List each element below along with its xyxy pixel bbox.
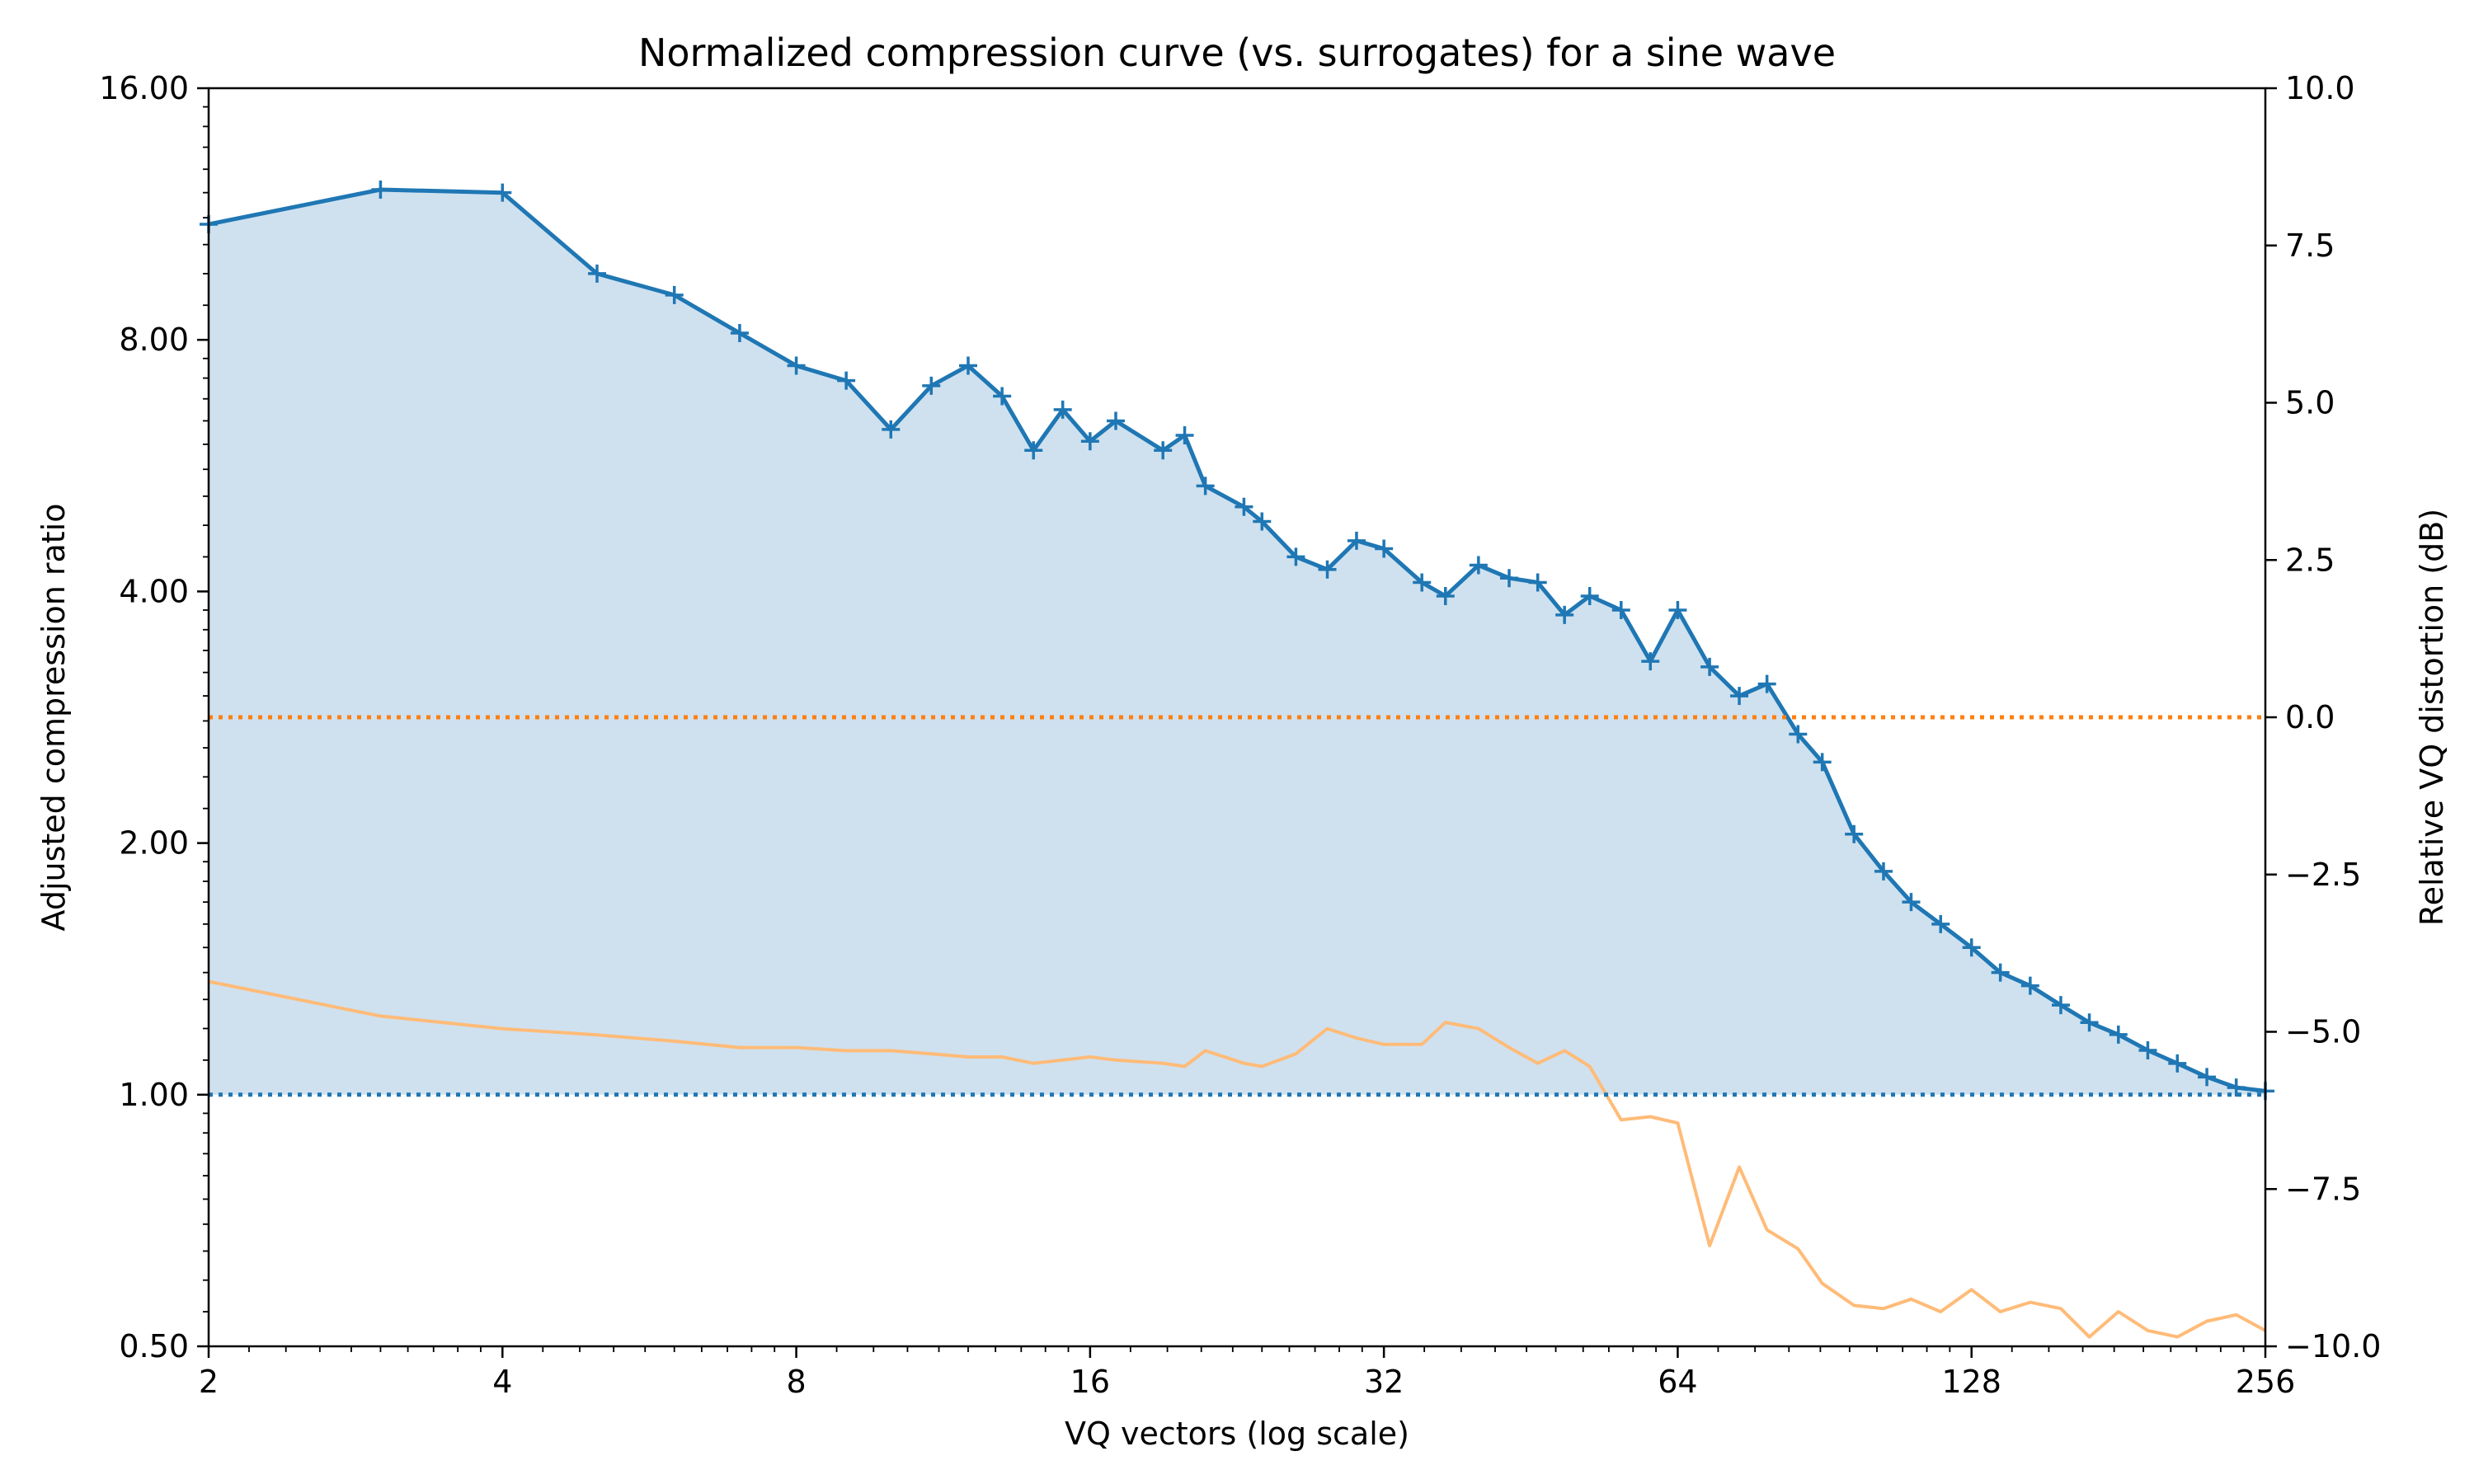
series-0-point: [1962, 938, 1981, 957]
y-tick-label: 16.00: [99, 70, 189, 106]
y2-tick-label: 7.5: [2285, 228, 2335, 264]
series-0-point: [1469, 556, 1488, 575]
series-0-point: [1107, 411, 1126, 430]
plot-area: [200, 181, 2274, 1339]
series-0-point: [1580, 586, 1599, 605]
series-0-point: [1757, 674, 1776, 693]
x-tick-label: 128: [1941, 1364, 2001, 1400]
x-tick-label: 2: [199, 1364, 219, 1400]
series-0-point: [1175, 425, 1194, 444]
series-0-point: [1413, 573, 1432, 592]
series-0-point: [1668, 600, 1687, 619]
series-0-point: [371, 181, 390, 200]
series-0-point: [493, 183, 512, 202]
series-0-point: [1611, 600, 1630, 619]
y2-tick-label: −7.5: [2285, 1171, 2361, 1207]
y-tick-label: 1.00: [119, 1077, 189, 1113]
x-tick-label: 16: [1070, 1364, 1110, 1400]
series-0-point: [2109, 1025, 2128, 1044]
series-0-point: [1874, 862, 1893, 881]
series-0-point: [1730, 687, 1749, 706]
series-0-point: [1235, 497, 1253, 516]
series-0-point: [730, 324, 749, 343]
series-0-point: [2227, 1078, 2246, 1097]
series-0-point: [2051, 996, 2070, 1015]
y-axis-title: Adjusted compression ratio: [35, 504, 72, 932]
series-0-point: [1641, 652, 1660, 671]
y-tick-label: 0.50: [119, 1328, 189, 1364]
series-0-point: [665, 285, 684, 304]
x-tick-label: 256: [2236, 1364, 2296, 1400]
x-axis-title: VQ vectors (log scale): [1065, 1416, 1409, 1452]
series-0-point: [1991, 963, 2010, 982]
y2-tick-label: −2.5: [2285, 857, 2361, 893]
y-tick-label: 4.00: [119, 573, 189, 609]
y-tick-label: 2.00: [119, 825, 189, 862]
series-0-point: [1813, 753, 1832, 772]
series-0-point: [837, 371, 856, 390]
series-0-point: [2080, 1013, 2099, 1032]
axes: 2 4 8 16 32 64 128 256 0.50 1.00 2.00 4.00 8.00 16.00…: [99, 70, 2381, 1400]
series-0-point: [2138, 1040, 2157, 1059]
x-tick-label: 8: [786, 1364, 806, 1400]
x-tick-label: 32: [1364, 1364, 1404, 1400]
series-0-point: [958, 356, 977, 375]
y2-tick-label: −5.0: [2285, 1014, 2361, 1050]
series-0-point: [2168, 1054, 2187, 1073]
series-0-point: [882, 420, 901, 439]
series-0-point: [1902, 893, 1921, 912]
series-0-point: [2020, 976, 2039, 995]
series-0-point: [1318, 560, 1337, 579]
series-0-point: [587, 264, 606, 283]
series-0-point: [1436, 586, 1455, 605]
series-0-point: [787, 356, 806, 375]
series-0-area: [209, 190, 2265, 1095]
y2-axis-title: Relative VQ distortion (dB): [2414, 509, 2450, 926]
series-0-point: [1080, 432, 1099, 451]
y2-tick-label: −10.0: [2285, 1328, 2381, 1364]
series-1-line: [208, 979, 2266, 1339]
series-0-point: [2198, 1068, 2217, 1087]
x-tick-label: 64: [1658, 1364, 1697, 1400]
y2-tick-label: 2.5: [2285, 542, 2335, 578]
series-0-point: [1789, 725, 1808, 744]
series-0-point: [1196, 477, 1215, 495]
series-0-point: [1845, 824, 1864, 843]
y2-tick-label: 5.0: [2285, 385, 2335, 421]
y-tick-label: 8.00: [119, 322, 189, 358]
chart-title: Normalized compression curve (vs. surrog…: [638, 31, 1836, 75]
series-0-point: [1253, 512, 1272, 531]
series-0-point: [993, 387, 1012, 406]
series-0-point: [1700, 657, 1719, 676]
series-0-point: [1931, 914, 1950, 933]
series-0-point: [1347, 531, 1366, 550]
series-0-point: [1154, 441, 1173, 460]
series-0-point: [1375, 539, 1394, 558]
series-0-point: [1528, 573, 1547, 592]
series-0-point: [1555, 605, 1574, 624]
series-0-point: [922, 376, 941, 395]
series-0-point: [1286, 547, 1305, 566]
y2-tick-label: 10.0: [2285, 70, 2355, 106]
series-0-point: [1053, 400, 1072, 419]
series-0-point: [1024, 441, 1043, 460]
y2-tick-label: 0.0: [2285, 699, 2335, 735]
x-tick-label: 4: [492, 1364, 512, 1400]
series-0-point: [1500, 569, 1519, 588]
